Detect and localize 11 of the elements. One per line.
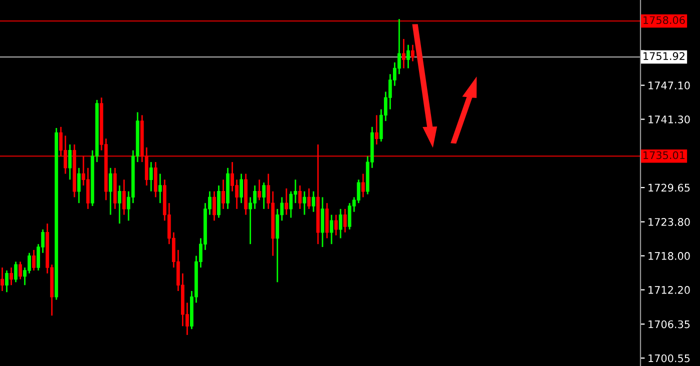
y-tick-label: 1700.55 xyxy=(648,354,690,362)
y-tick-label: 1723.80 xyxy=(648,218,690,226)
y-tick-label: 1741.30 xyxy=(648,115,690,124)
ref-line-label: 1758.06 xyxy=(644,16,685,24)
y-tick-label: 1718.00 xyxy=(648,252,690,260)
y-tick-label: 1712.20 xyxy=(648,286,690,294)
y-tick-label: 1706.35 xyxy=(648,320,690,328)
y-tick-label: 1747.10 xyxy=(648,82,690,90)
ref-line-label: 1751.92 xyxy=(644,52,684,60)
ref-line-label: 1735.01 xyxy=(644,151,685,160)
y-tick-label: 1729.65 xyxy=(648,184,690,192)
